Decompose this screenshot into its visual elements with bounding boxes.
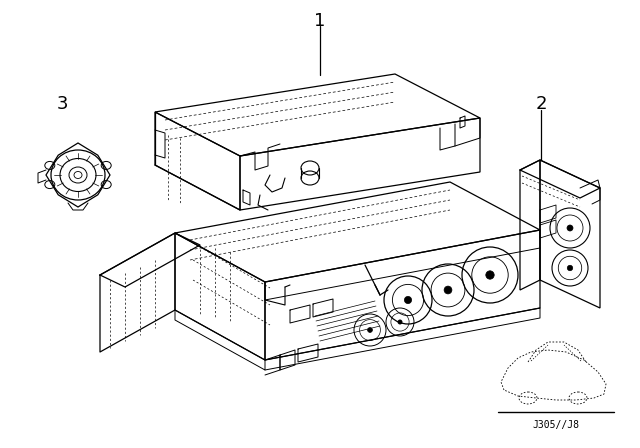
Text: 2: 2 [535,95,547,113]
Text: 1: 1 [314,12,326,30]
Ellipse shape [404,297,412,304]
Ellipse shape [486,271,494,279]
Ellipse shape [567,225,573,231]
Ellipse shape [567,265,573,271]
Ellipse shape [444,286,452,294]
Ellipse shape [398,320,402,324]
Text: 3: 3 [56,95,68,113]
Text: J305//J8: J305//J8 [532,420,579,430]
Ellipse shape [367,327,372,332]
